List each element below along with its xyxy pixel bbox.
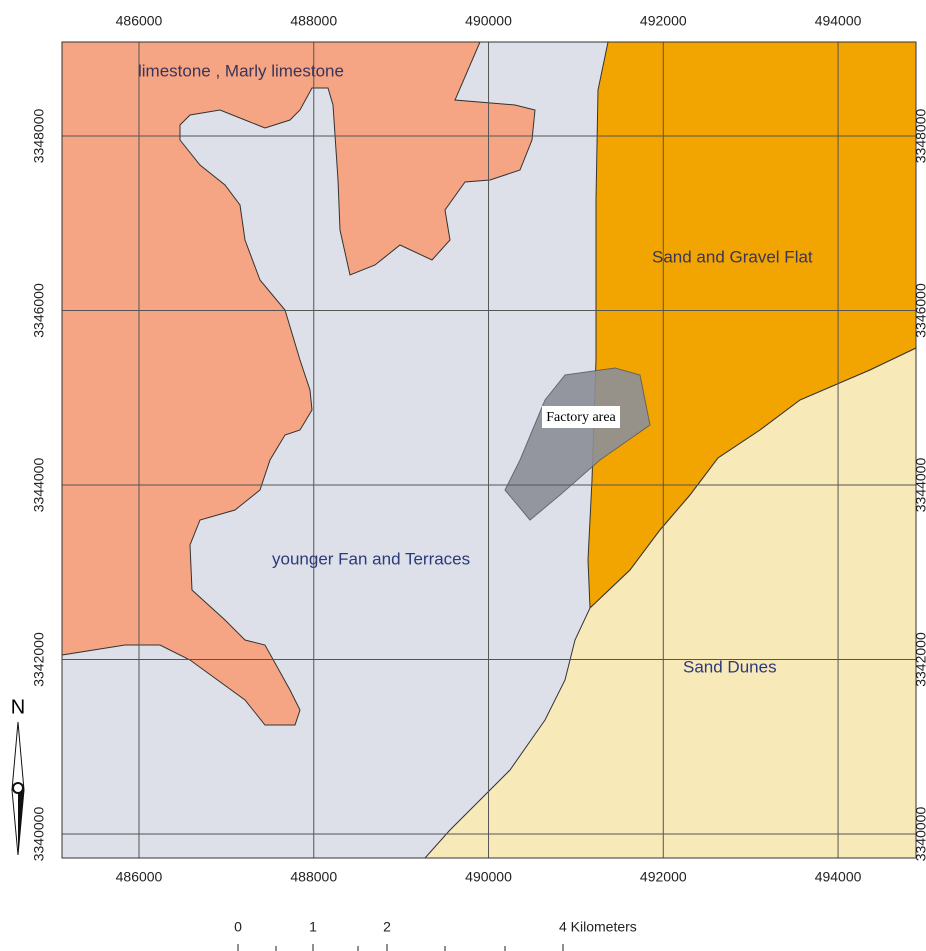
y-tick-label: 3342000 <box>31 632 47 687</box>
limestone-area <box>61 41 536 726</box>
scale-label: 4 Kilometers <box>559 919 637 935</box>
x-tick-label: 488000 <box>290 869 337 885</box>
x-tick-label: 490000 <box>465 13 512 29</box>
y-tick-label: 3342000 <box>913 632 926 687</box>
scale-bar: 0 1 2 4 Kilometers <box>234 919 637 951</box>
x-tick-label: 486000 <box>116 13 163 29</box>
x-tick-label: 494000 <box>815 869 862 885</box>
factory-label: Factory area <box>546 410 616 425</box>
y-tick-label: 3348000 <box>913 109 926 164</box>
north-arrow-shade <box>18 790 24 855</box>
y-tick-label: 3344000 <box>913 458 926 513</box>
y-tick-label: 3346000 <box>913 283 926 338</box>
scale-ticks <box>237 944 564 951</box>
scale-label: 2 <box>383 919 391 935</box>
x-tick-label: 494000 <box>815 13 862 29</box>
factory-label-box <box>542 406 620 428</box>
north-arrow-hub <box>12 782 24 794</box>
x-tick-label: 490000 <box>465 869 512 885</box>
map-frame <box>61 41 917 859</box>
y-tick-label: 3340000 <box>31 807 47 862</box>
region-label: younger Fan and Terraces <box>272 549 470 568</box>
y-tick-label: 3346000 <box>31 283 47 338</box>
map-frame-content <box>61 41 917 859</box>
y-tick-label: 3340000 <box>913 807 926 862</box>
y-tick-label: 3348000 <box>31 109 47 164</box>
region-label: Sand Dunes <box>683 657 777 676</box>
x-tick-label: 492000 <box>640 13 687 29</box>
x-tick-label: 486000 <box>116 869 163 885</box>
north-arrow: N <box>11 696 25 856</box>
region-label: Sand and Gravel Flat <box>652 247 813 266</box>
north-label: N <box>11 696 25 718</box>
grid <box>62 42 916 858</box>
x-tick-label: 492000 <box>640 869 687 885</box>
scale-label: 0 <box>234 919 242 935</box>
y-tick-label: 3344000 <box>31 458 47 513</box>
x-tick-label: 488000 <box>290 13 337 29</box>
region-label: limestone , Marly limestone <box>138 61 344 80</box>
scale-label: 1 <box>309 919 317 935</box>
